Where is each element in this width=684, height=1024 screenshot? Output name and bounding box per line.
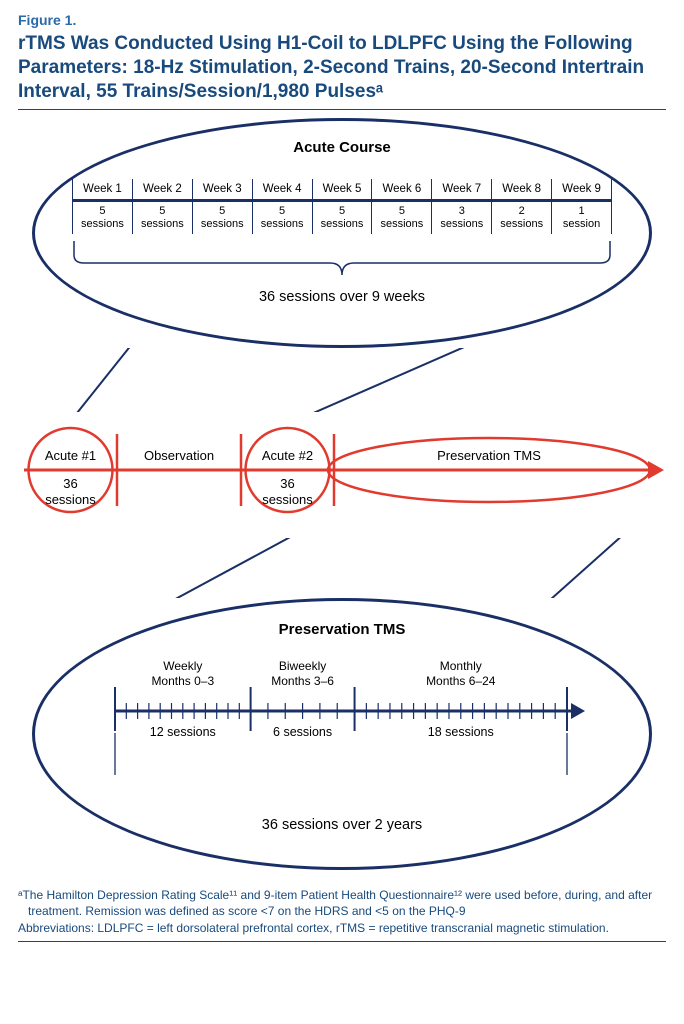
figure-label: Figure 1. <box>18 12 666 28</box>
acute-week-table: Week 15sessionsWeek 25sessionsWeek 35ses… <box>72 179 612 233</box>
connectors-bottom <box>32 538 652 598</box>
week-column: Week 65sessions <box>371 179 431 233</box>
week-column: Week 35sessions <box>192 179 252 233</box>
preservation-seg-sessions: 12 sessions <box>123 725 243 739</box>
week-sessions: 1session <box>552 202 611 233</box>
preservation-seg-freq: MonthlyMonths 6–24 <box>401 659 521 688</box>
preservation-title: Preservation TMS <box>35 621 649 638</box>
timeline-phase-sessions: 36sessions <box>228 476 348 507</box>
footnotes: ᵃThe Hamilton Depression Rating Scale¹¹ … <box>18 888 666 937</box>
week-column: Week 25sessions <box>132 179 192 233</box>
preservation-ellipse: Preservation TMS WeeklyMonths 0–3 12 sess… <box>32 598 652 870</box>
acute-brace <box>72 241 612 281</box>
week-label: Week 8 <box>492 179 551 202</box>
preservation-seg-sessions: 18 sessions <box>401 725 521 739</box>
rule-bottom <box>18 941 666 942</box>
week-column: Week 82sessions <box>491 179 551 233</box>
week-sessions: 2sessions <box>492 202 551 233</box>
preservation-seg-sessions: 6 sessions <box>243 725 363 739</box>
timeline-phase-label: Acute #2 <box>218 448 358 464</box>
preservation-arrow-area: WeeklyMonths 0–3 12 sessions BiweeklyMonth… <box>97 655 587 775</box>
week-label: Week 1 <box>73 179 132 202</box>
week-label: Week 6 <box>372 179 431 202</box>
week-sessions: 5sessions <box>133 202 192 233</box>
study-timeline: Acute #136sessionsObservationAcute #236s… <box>18 412 666 538</box>
acute-summary: 36 sessions over 9 weeks <box>35 289 649 305</box>
rule-top <box>18 109 666 110</box>
week-sessions: 5sessions <box>193 202 252 233</box>
acute-course-title: Acute Course <box>35 139 649 156</box>
connectors-top <box>32 348 652 412</box>
week-column: Week 45sessions <box>252 179 312 233</box>
week-column: Week 73sessions <box>431 179 491 233</box>
timeline-phase-sessions: 36sessions <box>11 476 131 507</box>
week-label: Week 4 <box>253 179 312 202</box>
footnote-a: ᵃThe Hamilton Depression Rating Scale¹¹ … <box>18 888 666 919</box>
week-sessions: 5sessions <box>253 202 312 233</box>
week-sessions: 5sessions <box>372 202 431 233</box>
preservation-seg-freq: BiweeklyMonths 3–6 <box>243 659 363 688</box>
week-label: Week 5 <box>313 179 372 202</box>
week-column: Week 15sessions <box>72 179 132 233</box>
figure-title: rTMS Was Conducted Using H1-Coil to LDLP… <box>18 32 666 103</box>
week-label: Week 7 <box>432 179 491 202</box>
timeline-phase-label: Preservation TMS <box>419 448 559 464</box>
week-sessions: 5sessions <box>73 202 132 233</box>
abbreviations: Abbreviations: LDLPFC = left dorsolatera… <box>18 921 666 937</box>
week-column: Week 91session <box>551 179 612 233</box>
week-label: Week 2 <box>133 179 192 202</box>
week-label: Week 9 <box>552 179 611 202</box>
acute-course-ellipse: Acute Course Week 15sessionsWeek 25sessi… <box>32 118 652 348</box>
week-sessions: 5sessions <box>313 202 372 233</box>
week-column: Week 55sessions <box>312 179 372 233</box>
week-label: Week 3 <box>193 179 252 202</box>
week-sessions: 3sessions <box>432 202 491 233</box>
preservation-summary: 36 sessions over 2 years <box>35 817 649 833</box>
preservation-seg-freq: WeeklyMonths 0–3 <box>123 659 243 688</box>
